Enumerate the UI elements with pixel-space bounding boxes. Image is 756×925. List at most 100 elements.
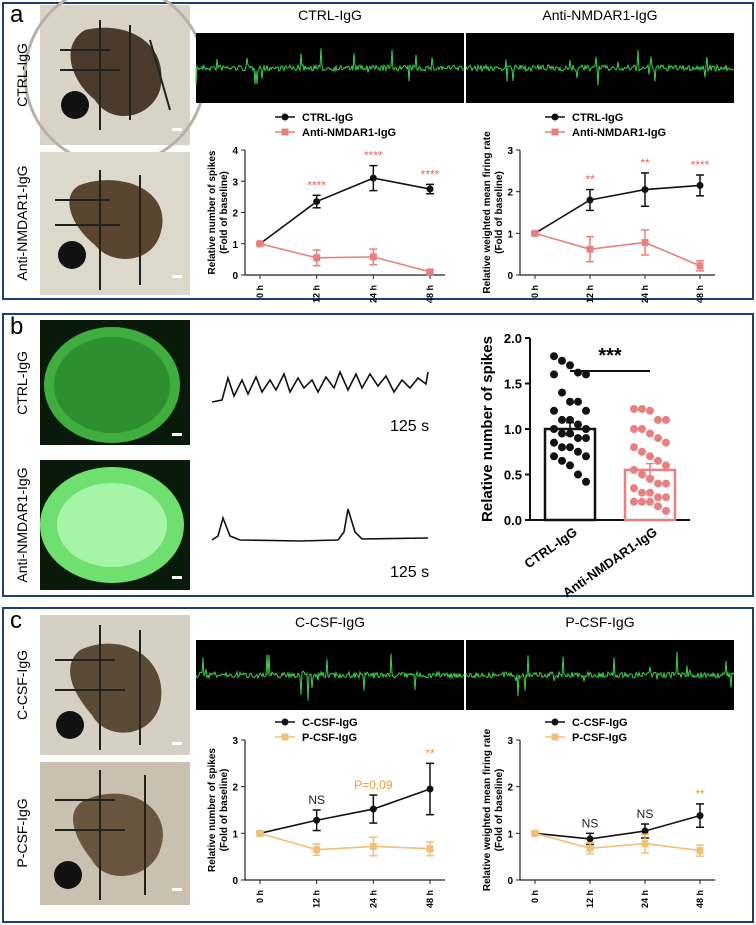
- data-point: [696, 181, 704, 189]
- data-point: [531, 229, 539, 237]
- data-point: [574, 470, 582, 479]
- data-point: [638, 470, 646, 479]
- row-label: CTRL-IgG: [14, 351, 30, 415]
- data-point: [654, 493, 662, 502]
- y-tick-label: 1: [507, 829, 513, 840]
- series-line: [534, 184, 701, 235]
- y-tick-label: 0: [507, 876, 513, 887]
- legend-marker: [281, 718, 289, 726]
- data-point: [531, 829, 539, 837]
- electrode-trace: [465, 651, 735, 697]
- data-point: [558, 429, 566, 438]
- data-point: [662, 438, 670, 447]
- y-tick-label: 0: [507, 271, 513, 282]
- x-tick-label: 12 h: [312, 285, 322, 303]
- data-point: [654, 415, 662, 424]
- y-tick-label: 0: [232, 271, 238, 282]
- x-tick-label: 48 h: [425, 890, 435, 908]
- data-point: [550, 352, 558, 361]
- x-tick-label: 48 h: [695, 285, 705, 303]
- annotation: **: [640, 156, 650, 170]
- significance: ***: [598, 345, 622, 367]
- y-axis-label: Relative number of spikes: [479, 336, 496, 522]
- data-point: [558, 356, 566, 365]
- y-tick-label: 3: [507, 736, 513, 747]
- data-point: [630, 443, 638, 452]
- photo: [23, 0, 207, 905]
- legend-label: P-CSF-IgG: [572, 732, 627, 744]
- annotation: ****: [307, 178, 326, 192]
- legend-marker: [281, 128, 289, 136]
- data-point: [586, 196, 594, 204]
- data-point: [566, 443, 574, 452]
- data-point: [696, 812, 704, 820]
- series-line: [259, 177, 431, 245]
- letter-bg: [4, 316, 30, 342]
- y-tick-label: 1.5: [504, 377, 522, 392]
- x-tick-label: CTRL-IgG: [521, 524, 579, 571]
- row-label: Anti-NMDAR1-IgG: [14, 467, 30, 582]
- y-tick-label: 2.0: [504, 331, 522, 346]
- legend-label: Anti-NMDAR1-IgG: [302, 127, 396, 139]
- data-point: [582, 477, 590, 486]
- data-point: [641, 186, 649, 194]
- electrode-trace: [195, 48, 465, 85]
- data-point: [550, 438, 558, 447]
- data-point: [558, 456, 566, 465]
- y-tick-label: 1: [507, 229, 513, 240]
- scale-label: 125 s: [390, 418, 429, 435]
- data-point: [566, 461, 574, 470]
- y-axis-label: (Fold of baseline): [494, 769, 505, 852]
- annotation: NS: [308, 793, 325, 807]
- data-point: [586, 835, 594, 843]
- row-label: P-CSF-IgG: [14, 798, 30, 867]
- series-line: [259, 832, 431, 851]
- y-axis-label: Relative number of spikes: [207, 748, 218, 872]
- annotation: NS: [582, 816, 599, 830]
- series-line: [534, 832, 701, 852]
- y-tick-label: 0: [232, 876, 238, 887]
- data-point: [426, 185, 434, 193]
- data-point: [638, 425, 646, 433]
- data-point: [630, 465, 638, 474]
- data-point: [426, 785, 434, 793]
- y-tick-label: 3: [507, 146, 513, 157]
- series-line: [259, 788, 431, 835]
- data-point: [558, 388, 566, 397]
- y-tick-label: 3: [232, 736, 238, 747]
- legend-label: P-CSF-IgG: [302, 732, 357, 744]
- data-point: [426, 845, 434, 853]
- panel-letter: a: [10, 1, 24, 28]
- x-tick-label: 48 h: [695, 890, 705, 908]
- panel-frame: [2, 2, 754, 300]
- electrode-trace: [465, 49, 735, 86]
- data-point: [638, 404, 646, 413]
- data-point: [641, 239, 649, 246]
- y-tick-label: 1.0: [504, 422, 522, 437]
- data-point: [582, 434, 590, 443]
- y-tick-label: 0.5: [504, 468, 522, 483]
- data-point: [582, 406, 590, 415]
- x-tick-label: 0 h: [530, 890, 540, 903]
- data-point: [574, 368, 582, 377]
- x-tick-label: 12 h: [312, 890, 322, 908]
- legend-marker: [281, 733, 289, 741]
- data-point: [646, 488, 654, 497]
- trace-title: C-CSF-IgG: [295, 614, 365, 630]
- x-tick-label: 24 h: [640, 285, 650, 303]
- annotation: NS: [637, 807, 654, 821]
- annotation: **: [695, 787, 705, 801]
- y-axis-label: (Fold of baseline): [219, 171, 230, 254]
- legend-marker: [551, 733, 559, 741]
- y-tick-label: 4: [232, 146, 238, 157]
- data-point: [654, 502, 662, 511]
- data-point: [630, 497, 638, 506]
- series-line: [534, 232, 701, 267]
- row-label: C-CSF-IgG: [14, 650, 30, 720]
- data-point: [566, 361, 574, 370]
- y-axis-label: Relative weighted mean firing rate: [482, 131, 493, 294]
- legend-marker: [551, 128, 559, 136]
- data-point: [630, 404, 638, 413]
- legend-label: CTRL-IgG: [302, 112, 353, 124]
